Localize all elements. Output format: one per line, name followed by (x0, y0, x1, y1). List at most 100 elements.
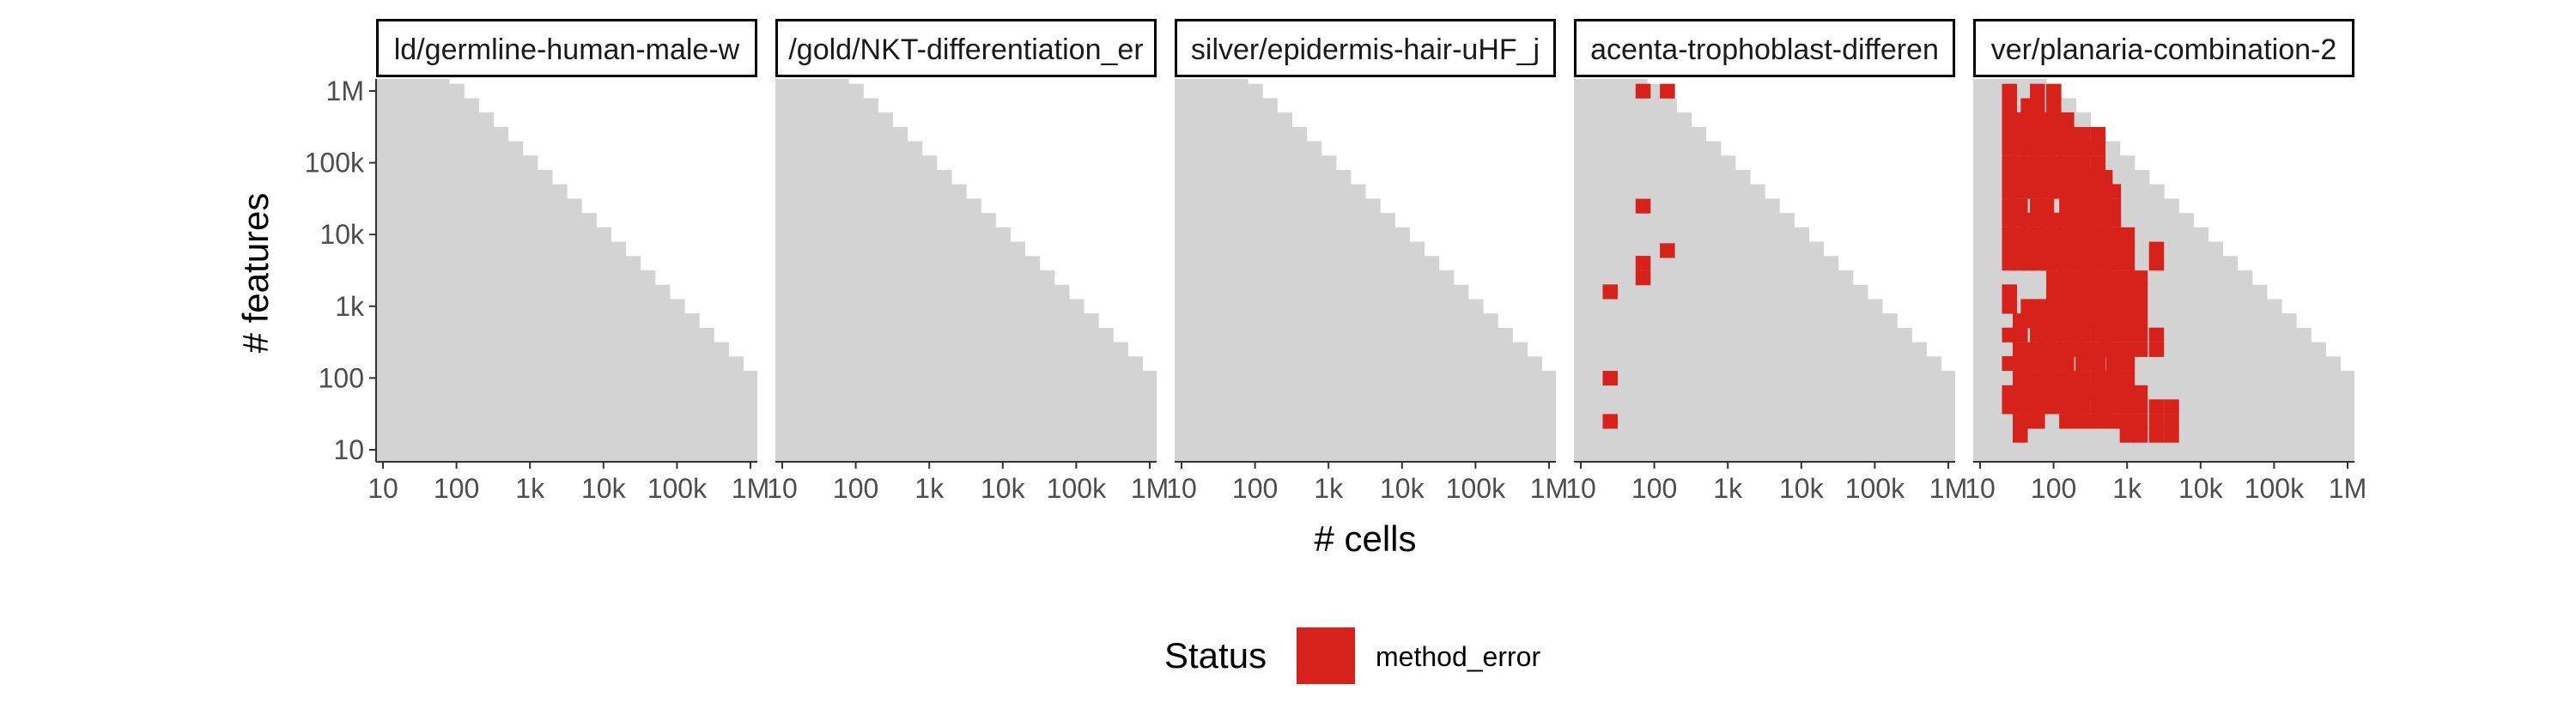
x-tick-label: 1M (1929, 473, 1967, 504)
panel-body (775, 79, 1173, 462)
dataset-column (1941, 371, 1955, 462)
dataset-column (596, 227, 611, 462)
method-error-cell (2046, 170, 2062, 185)
dataset-column (981, 213, 996, 462)
dataset-column (1277, 112, 1292, 462)
method-error-cell (2002, 299, 2018, 314)
method-error-cell (2132, 399, 2148, 415)
method-error-cell (2046, 299, 2062, 314)
dataset-column (878, 112, 893, 462)
x-tick-label: 1k (1314, 473, 1344, 504)
method-error-cell (2105, 327, 2122, 342)
x-tick-label: 1M (1131, 473, 1169, 504)
dataset-column (1749, 184, 1765, 462)
y-tick-label: 1k (335, 291, 365, 322)
dataset-column (1291, 126, 1308, 462)
dataset-column (1808, 241, 1825, 462)
dataset-column (1617, 79, 1633, 462)
method-error-cell (2046, 385, 2062, 400)
dataset-column (1779, 213, 1795, 462)
dataset-column (728, 356, 744, 462)
method-error-cell (2105, 414, 2122, 429)
dataset-column (1838, 270, 1854, 462)
facet-panel: 10 100 1k 10k 100k 1M/gold/NKT-differentiatio… (767, 19, 1173, 504)
dataset-column (2208, 241, 2224, 462)
method-error-cell (2105, 270, 2122, 286)
dataset-column (2164, 198, 2179, 462)
dataset-column (2281, 313, 2297, 462)
y-tick-label: 1M (326, 76, 364, 106)
method-error-cell (2132, 284, 2148, 300)
method-error-cell (2046, 399, 2062, 415)
method-error-cell (2132, 313, 2148, 329)
dataset-column (1735, 169, 1751, 462)
dataset-column (714, 342, 729, 462)
facet-title: ld/germline-human-male-w (394, 33, 740, 66)
x-tick-label: 10k (1380, 473, 1425, 504)
panel-body (376, 79, 757, 462)
x-tick-label: 100k (1845, 473, 1905, 504)
dataset-column (2296, 327, 2312, 462)
y-tick-label: 10k (319, 219, 365, 250)
method-error-cell (2046, 313, 2062, 329)
method-error-cell (2148, 241, 2165, 257)
x-tick-label: 1k (515, 473, 545, 504)
method-error-cell (2002, 98, 2018, 113)
method-error-cell (1635, 256, 1651, 271)
dataset-column (2311, 342, 2326, 462)
dataset-column (1424, 256, 1440, 462)
dataset-column (1127, 356, 1144, 462)
y-axis-title: # features (235, 193, 276, 354)
dataset-column (640, 270, 656, 462)
method-error-cell (2105, 299, 2122, 314)
dataset-column (1157, 385, 1173, 462)
method-error-cell (2105, 313, 2122, 329)
dataset-column (1512, 342, 1528, 462)
dataset-column (611, 241, 627, 462)
dataset-column (1113, 342, 1128, 462)
x-tick-label: 1k (914, 473, 945, 504)
method-error-cell (2046, 112, 2062, 128)
dataset-column (1973, 79, 1974, 462)
facet-panel: 10 100 1k 10k 100k 1M acenta-trophoblast-diffe… (1565, 19, 1967, 504)
x-tick-label: 10 (368, 473, 398, 504)
method-error-cell (2013, 427, 2028, 443)
method-error-cell (2046, 355, 2062, 372)
dataset-column (966, 198, 981, 462)
method-error-cell (2119, 270, 2136, 286)
dataset-column (1765, 198, 1780, 462)
method-error-cell (2075, 126, 2091, 142)
method-error-cell (1602, 284, 1619, 300)
dataset-column (1852, 284, 1868, 462)
method-error-cell (2030, 98, 2045, 113)
dataset-column (1203, 79, 1219, 462)
method-error-cell (2046, 184, 2062, 199)
method-error-cell (2132, 427, 2148, 443)
method-error-cell (2119, 371, 2136, 386)
dataset-column (907, 141, 923, 462)
panel-body (1175, 79, 1556, 462)
x-tick-label: 1k (1713, 473, 1743, 504)
x-tick-label: 100 (434, 473, 479, 504)
method-error-cell (2046, 155, 2062, 171)
method-error-cell (2132, 414, 2148, 429)
dataset-column (892, 126, 908, 462)
method-error-cell (1660, 83, 1675, 99)
method-error-cell (1635, 270, 1651, 286)
method-error-cell (2105, 212, 2122, 227)
dataset-column (1602, 79, 1619, 462)
dataset-column (1987, 79, 2003, 462)
facet-title: silver/epidermis-hair-uHF_j (1191, 33, 1540, 66)
method-error-cell (2090, 155, 2106, 171)
dataset-column (1098, 327, 1114, 462)
dataset-column (2340, 371, 2354, 462)
dataset-column (1911, 342, 1927, 462)
facet-panel: 10 100 1k 10k 100k 1M silver/epidermis-hair-uH… (1166, 19, 1568, 504)
facet-panel: 10 100 1k 10k 100k 1M ld/germline-human-male-w (368, 19, 769, 504)
method-error-cell (2046, 227, 2062, 242)
method-error-cell (2164, 399, 2179, 415)
x-tick-label: 10k (1779, 473, 1825, 504)
method-error-cell (2148, 256, 2165, 271)
